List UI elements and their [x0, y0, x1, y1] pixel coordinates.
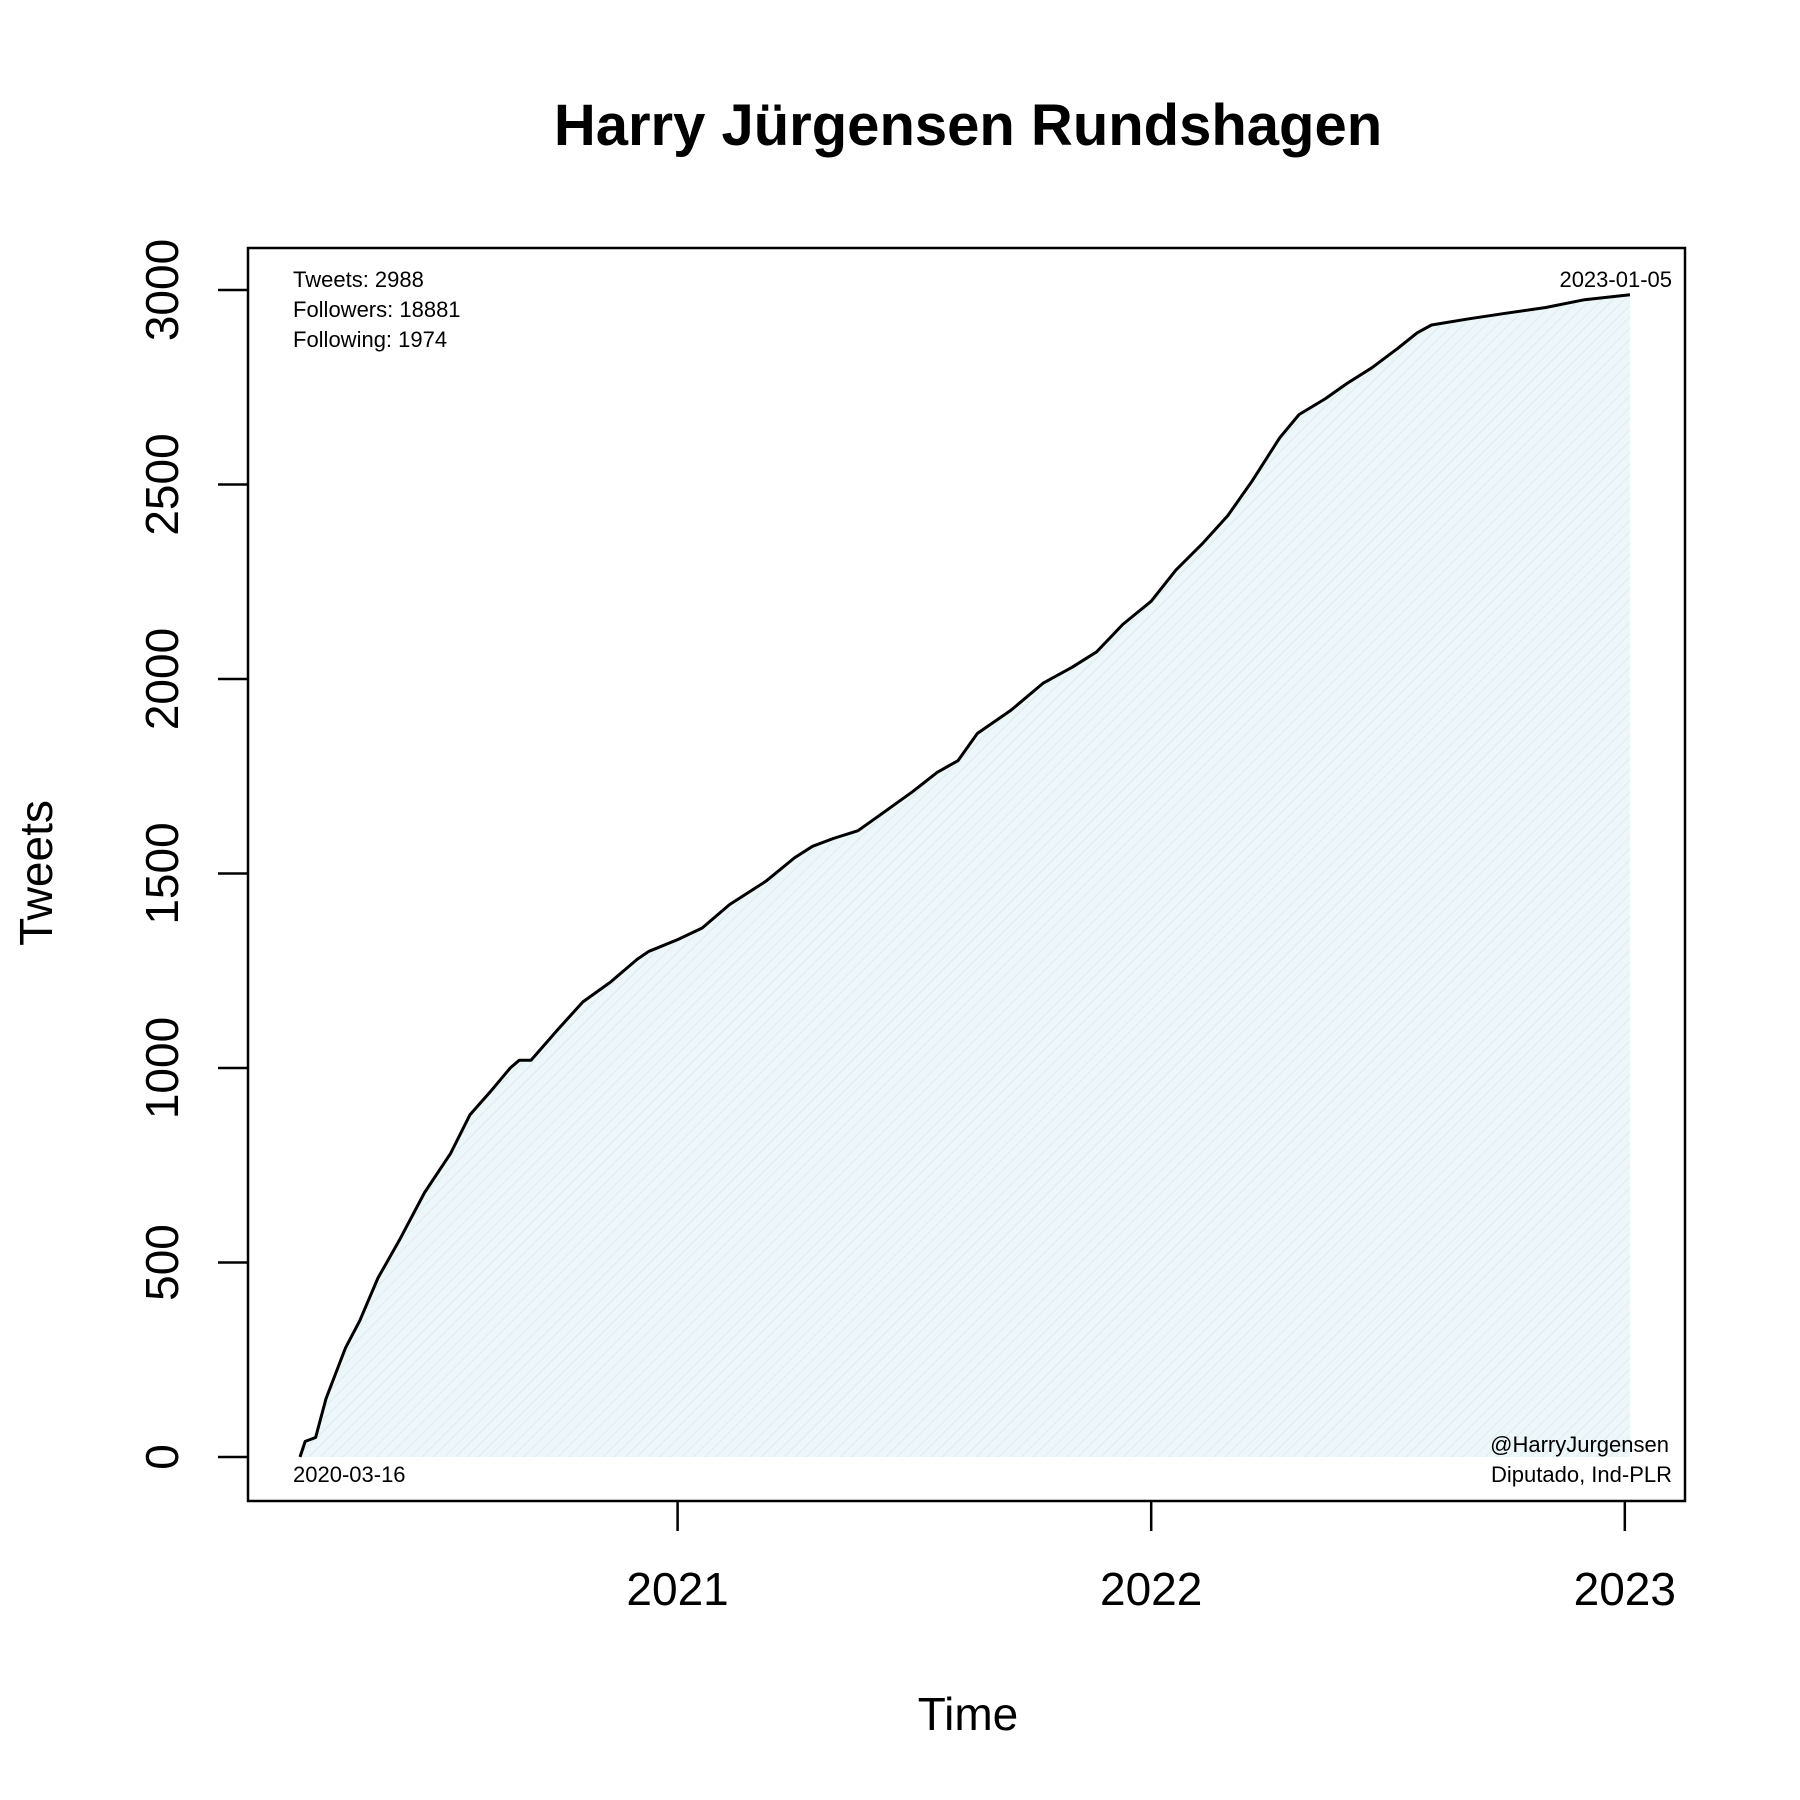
y-tick-label-2000: 2000: [136, 628, 188, 730]
y-tick-label-500: 500: [136, 1224, 188, 1301]
start-date-label: 2020-03-16: [293, 1462, 406, 1487]
x-tick-label-2022: 2022: [1100, 1563, 1202, 1615]
chart-title: Harry Jürgensen Rundshagen: [554, 93, 1382, 158]
account-description: Diputado, Ind-PLR: [1491, 1462, 1672, 1487]
x-axis-title: Time: [918, 1688, 1019, 1740]
y-axis-title: Tweets: [10, 800, 62, 946]
y-tick-label-1000: 1000: [136, 1017, 188, 1119]
series-line-0: [298, 293, 1631, 1458]
x-tick-label-2021: 2021: [626, 1563, 728, 1615]
stats-tweets: Tweets: 2988: [293, 267, 424, 292]
y-axis: 0 500 1000 1500 2000 2500 3000: [136, 239, 248, 1470]
y-tick-label-0: 0: [136, 1444, 188, 1470]
end-date-label: 2023-01-05: [1559, 267, 1672, 292]
x-tick-label-2023: 2023: [1574, 1563, 1676, 1615]
series-area-0: [300, 294, 1630, 1458]
x-axis: 2021 2022 2023: [626, 1501, 1676, 1615]
stats-following: Following: 1974: [293, 327, 447, 352]
y-tick-label-2500: 2500: [136, 433, 188, 535]
y-tick-label-3000: 3000: [136, 239, 188, 341]
stats-followers: Followers: 18881: [293, 297, 461, 322]
y-tick-label-1500: 1500: [136, 822, 188, 924]
account-handle: @HarryJurgensen: [1490, 1432, 1669, 1457]
plot-layer: [298, 293, 1631, 1458]
